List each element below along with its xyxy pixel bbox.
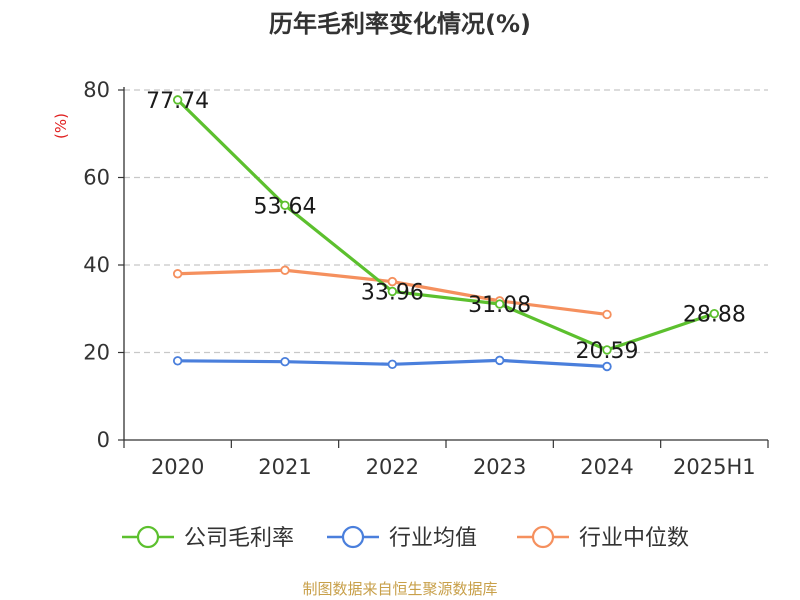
grid: [124, 89, 768, 354]
chart-title: 历年毛利率变化情况(%): [269, 10, 531, 38]
legend-item[interactable]: 行业均值: [327, 525, 477, 551]
series-point[interactable]: [387, 276, 398, 287]
series-point[interactable]: [494, 355, 505, 366]
series-line: [176, 98, 716, 352]
series-point[interactable]: [602, 309, 612, 320]
series-point[interactable]: [494, 299, 505, 309]
series-point[interactable]: [602, 345, 612, 355]
source-note: 制图数据来自恒生聚源数据库: [302, 580, 497, 598]
y-tick-label: 20: [83, 341, 110, 365]
data-label: 77.74: [146, 89, 209, 114]
series-point[interactable]: [172, 95, 183, 105]
series-point[interactable]: [280, 265, 290, 275]
x-tick-label: 2023: [473, 455, 526, 479]
x-tick-label: 2025H1: [673, 455, 756, 479]
data-label: 53.64: [254, 194, 317, 219]
data-label: 31.08: [468, 293, 531, 318]
series-point[interactable]: [387, 359, 398, 370]
data-label: 28.88: [683, 303, 746, 328]
y-axis-unit-label: (%): [52, 113, 70, 139]
series-point[interactable]: [387, 286, 398, 297]
legend-marker-icon: [341, 525, 365, 549]
y-tick-label: 0: [97, 428, 110, 452]
y-tick-label: 80: [83, 78, 110, 102]
y-tick-label: 40: [83, 253, 110, 277]
x-tick-label: 2022: [366, 455, 419, 479]
x-tick-label: 2021: [258, 455, 311, 479]
legend-label: 公司毛利率: [184, 526, 294, 551]
legend-label: 行业均值: [389, 526, 477, 551]
x-tick-label: 2020: [151, 455, 204, 479]
series-point[interactable]: [280, 356, 290, 367]
series-point[interactable]: [280, 200, 290, 211]
legend-item[interactable]: 行业中位数: [517, 525, 689, 551]
y-tick-label: 60: [83, 166, 110, 190]
data-label: 20.59: [576, 339, 639, 364]
legend-marker-icon: [531, 525, 555, 549]
series-point[interactable]: [172, 356, 183, 366]
series-point[interactable]: [602, 361, 612, 372]
data-label: 33.96: [361, 280, 424, 305]
series-group: [172, 95, 720, 372]
series-point[interactable]: [709, 308, 720, 319]
data-labels: 77.74 53.64 33.96 31.08 20.59 28.88: [146, 89, 746, 364]
legend-marker-icon: [136, 525, 160, 549]
axes: 0 20 40 60 80 2020 2021 2022 2023 2024 2025H1: [83, 78, 769, 479]
x-tick-label: 2024: [580, 455, 633, 479]
legend-item[interactable]: 公司毛利率: [122, 525, 294, 551]
legend[interactable]: 公司毛利率 行业均值 行业中位数: [122, 525, 689, 551]
series-point[interactable]: [172, 269, 183, 279]
legend-label: 行业中位数: [579, 526, 689, 551]
